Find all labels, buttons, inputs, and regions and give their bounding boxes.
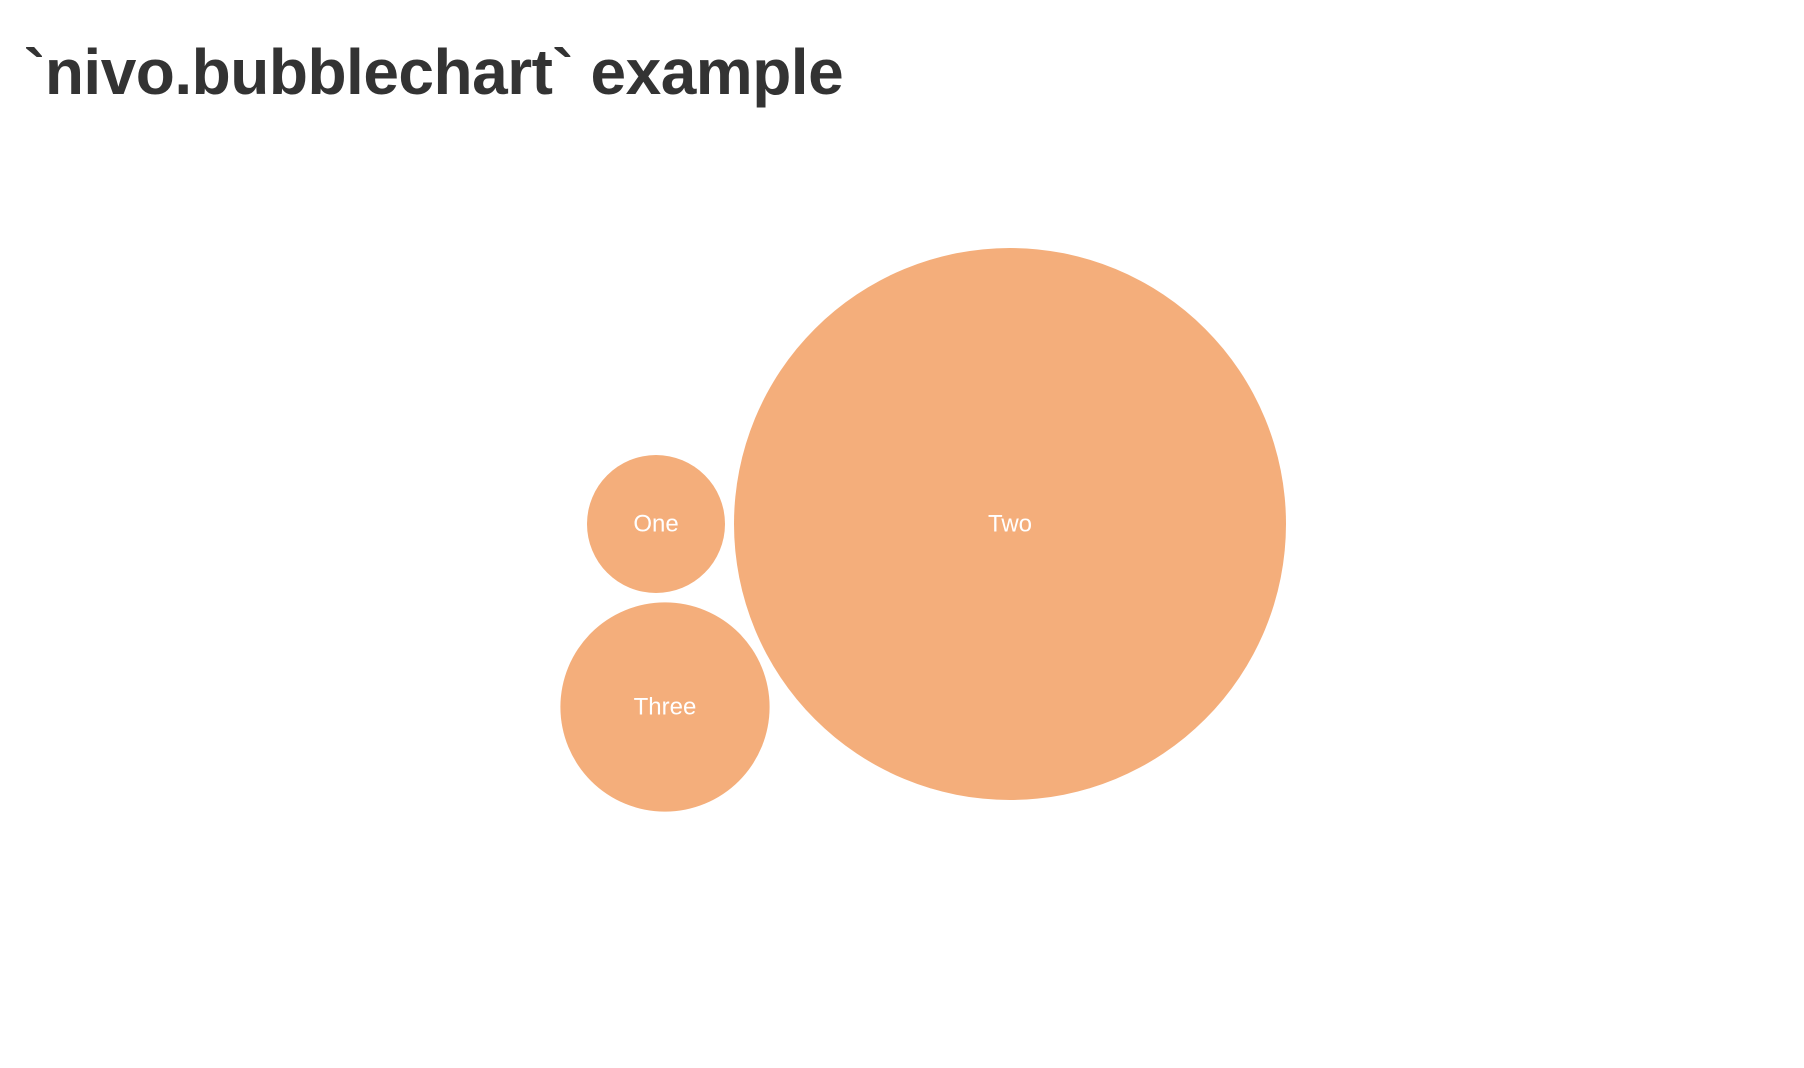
bubble-group: One Two Three xyxy=(560,248,1286,812)
bubble-two[interactable] xyxy=(734,248,1286,800)
page-title: `nivo.bubblechart` example xyxy=(24,36,844,108)
bubble-label-two: Two xyxy=(988,511,1032,538)
bubble-one[interactable] xyxy=(587,455,725,593)
bubble-label-three: Three xyxy=(634,694,697,721)
bubble-three[interactable] xyxy=(560,602,770,812)
bubble-label-one: One xyxy=(633,511,678,538)
